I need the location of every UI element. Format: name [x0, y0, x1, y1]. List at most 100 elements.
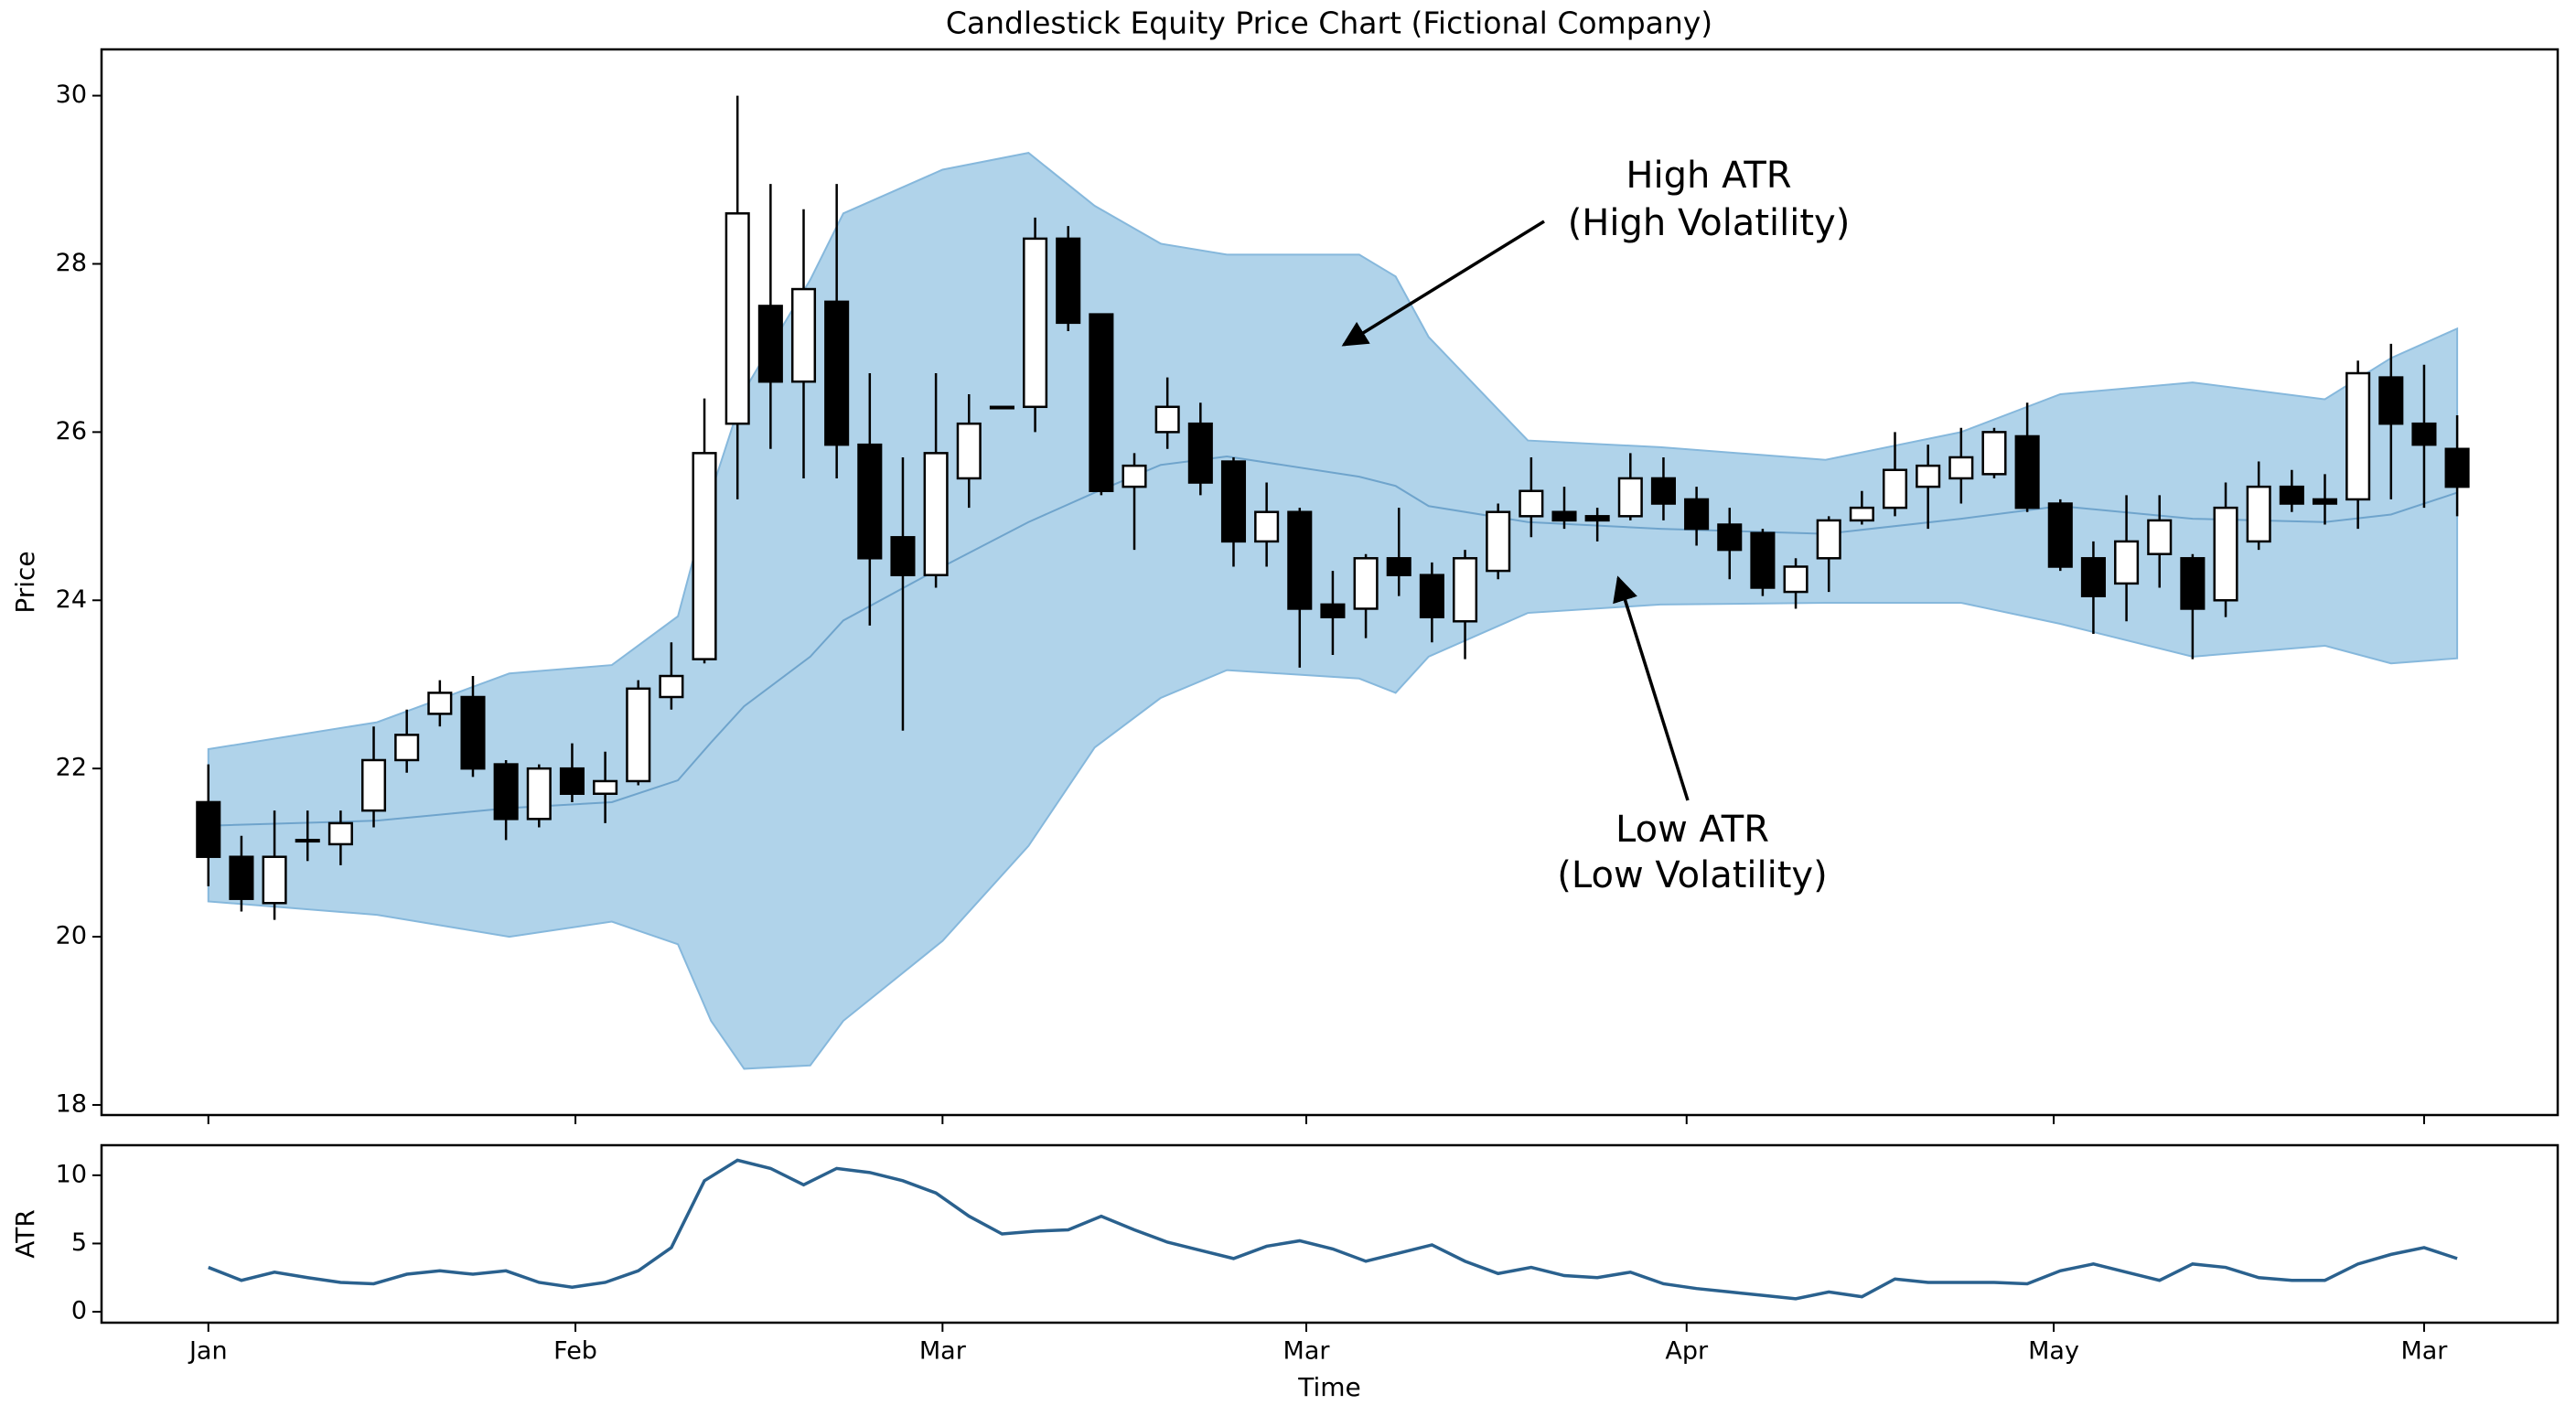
- candle-body: [824, 300, 850, 446]
- y-tick-label: 20: [56, 922, 87, 950]
- candle-body: [890, 536, 916, 576]
- annotation-text: High ATR: [1626, 155, 1791, 197]
- candle-body: [2147, 519, 2173, 555]
- x-tick-label: May: [2028, 1337, 2079, 1366]
- x-tick-label: Jan: [188, 1337, 228, 1366]
- y-tick-label: 26: [56, 417, 87, 445]
- candle-body: [427, 692, 453, 715]
- x-tick-label: Mar: [919, 1337, 967, 1366]
- candle-body: [1419, 574, 1444, 618]
- candle-body: [1122, 464, 1147, 488]
- candle-body: [2345, 371, 2371, 501]
- candle-body: [2080, 557, 2106, 597]
- candle-body: [626, 687, 651, 783]
- candle-body: [2114, 540, 2140, 585]
- candle-body: [1486, 510, 1511, 573]
- candle-body: [1453, 557, 1478, 623]
- y-tick-label: 5: [71, 1228, 87, 1257]
- candle-body: [2378, 376, 2404, 425]
- plot-frame: [100, 48, 2560, 1117]
- candle-body: [2180, 557, 2206, 610]
- candle-body: [460, 695, 486, 770]
- candle-body: [1981, 431, 2007, 476]
- y-tick-label: 24: [56, 585, 87, 614]
- candle-body: [1089, 313, 1114, 492]
- candle-body: [1386, 557, 1411, 576]
- candle-body: [1617, 477, 1643, 518]
- y-tick-label: 28: [56, 249, 87, 277]
- candle-body: [1287, 510, 1313, 610]
- candle-body: [1948, 456, 1974, 480]
- candle-body: [2312, 498, 2338, 505]
- y-tick-label: 18: [56, 1089, 87, 1118]
- candle-body: [2213, 506, 2238, 602]
- y-tick-label: 30: [56, 80, 87, 109]
- candle-body: [2411, 422, 2437, 446]
- chart-title: Candlestick Equity Price Chart (Fictiona…: [946, 5, 1712, 41]
- candle-body: [1816, 519, 1841, 560]
- y-tick-label: 22: [56, 754, 87, 782]
- candle-body: [1551, 510, 1577, 522]
- candle-body: [526, 767, 552, 820]
- candle-body: [295, 839, 320, 843]
- candle-body: [196, 800, 221, 858]
- candle-body: [1584, 515, 1610, 522]
- candle-body: [790, 287, 817, 383]
- x-tick-label: Mar: [1283, 1337, 1331, 1366]
- y-tick-label: 0: [71, 1297, 87, 1325]
- x-tick-label: Mar: [2400, 1337, 2448, 1366]
- y-axis-label: Price: [10, 551, 40, 613]
- candle-body: [1056, 237, 1081, 325]
- candle-body: [1023, 237, 1048, 409]
- candle-body: [923, 452, 949, 576]
- candle-body: [1783, 565, 1809, 594]
- annotation-arrow: [1613, 575, 1690, 801]
- candle-body: [2246, 485, 2271, 543]
- candle-body: [1187, 422, 1213, 484]
- candle-body: [559, 767, 585, 796]
- candle-body: [857, 443, 883, 560]
- annotation-text: Low ATR: [1615, 809, 1769, 851]
- candle-body: [1684, 498, 1710, 531]
- candle-body: [327, 821, 353, 846]
- candle-body: [1882, 468, 1908, 509]
- candle-body: [1650, 477, 1676, 505]
- candle-body: [692, 452, 717, 660]
- annotation-text: (Low Volatility): [1557, 854, 1827, 896]
- candle-body: [1254, 510, 1280, 543]
- x-tick-label: Apr: [1665, 1337, 1709, 1366]
- candle-body: [394, 734, 420, 762]
- candle-body: [2047, 502, 2073, 568]
- candle-body: [593, 779, 618, 796]
- atr-line: [208, 1158, 2458, 1301]
- plot-frame: [100, 1143, 2560, 1325]
- candle-body: [1717, 523, 1743, 552]
- candle-body: [262, 855, 287, 905]
- candle-body: [2444, 447, 2470, 488]
- annotation-text: (High Volatility): [1568, 202, 1851, 244]
- candle-body: [493, 763, 519, 820]
- candle-body: [956, 422, 982, 480]
- candle-body: [1154, 405, 1180, 434]
- candle-body: [1353, 557, 1379, 610]
- candle-body: [659, 674, 684, 699]
- candle-body: [989, 405, 1014, 410]
- candle-body: [2014, 434, 2040, 509]
- candle-body: [1519, 489, 1544, 518]
- candle-body: [1849, 506, 1874, 522]
- x-tick-label: Feb: [553, 1337, 597, 1366]
- candle-body: [360, 758, 387, 812]
- candle-body: [757, 305, 783, 383]
- candle-body: [1750, 531, 1776, 589]
- annotation-arrow: [1341, 220, 1545, 347]
- candle-body: [229, 855, 254, 900]
- candle-body: [2279, 485, 2304, 505]
- candle-body: [1220, 460, 1247, 543]
- candle-body: [1916, 464, 1941, 488]
- y-tick-label: 10: [56, 1160, 87, 1188]
- candle-body: [1320, 603, 1346, 618]
- x-axis-label: Time: [1297, 1372, 1361, 1402]
- candle-body: [724, 212, 750, 425]
